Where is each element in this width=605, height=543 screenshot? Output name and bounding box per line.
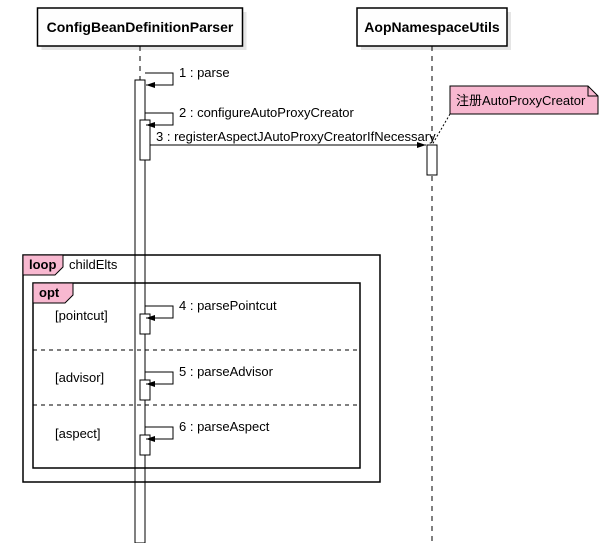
frame-label: loop: [29, 257, 56, 272]
message-label: 1 : parse: [179, 65, 230, 80]
guard-label: [aspect]: [55, 426, 101, 441]
participant-label: AopNamespaceUtils: [364, 19, 500, 35]
note-text: 注册AutoProxyCreator: [456, 93, 586, 108]
activation-bar: [427, 145, 437, 175]
self-message-arrow: [145, 73, 173, 85]
activation-bar: [140, 435, 150, 455]
message-label: 2 : configureAutoProxyCreator: [179, 105, 355, 120]
message-label: 4 : parsePointcut: [179, 298, 277, 313]
message-label: 6 : parseAspect: [179, 419, 270, 434]
guard-label: [advisor]: [55, 370, 104, 385]
frame-label: opt: [39, 285, 60, 300]
guard-label: [pointcut]: [55, 308, 108, 323]
activation-bar: [140, 120, 150, 160]
frame-param: childElts: [69, 257, 118, 272]
participant-label: ConfigBeanDefinitionParser: [47, 19, 234, 35]
message-label: 3 : registerAspectJAutoProxyCreatorIfNec…: [156, 129, 436, 144]
message-label: 5 : parseAdvisor: [179, 364, 274, 379]
activation-bar: [140, 314, 150, 334]
activation-bar: [140, 380, 150, 400]
